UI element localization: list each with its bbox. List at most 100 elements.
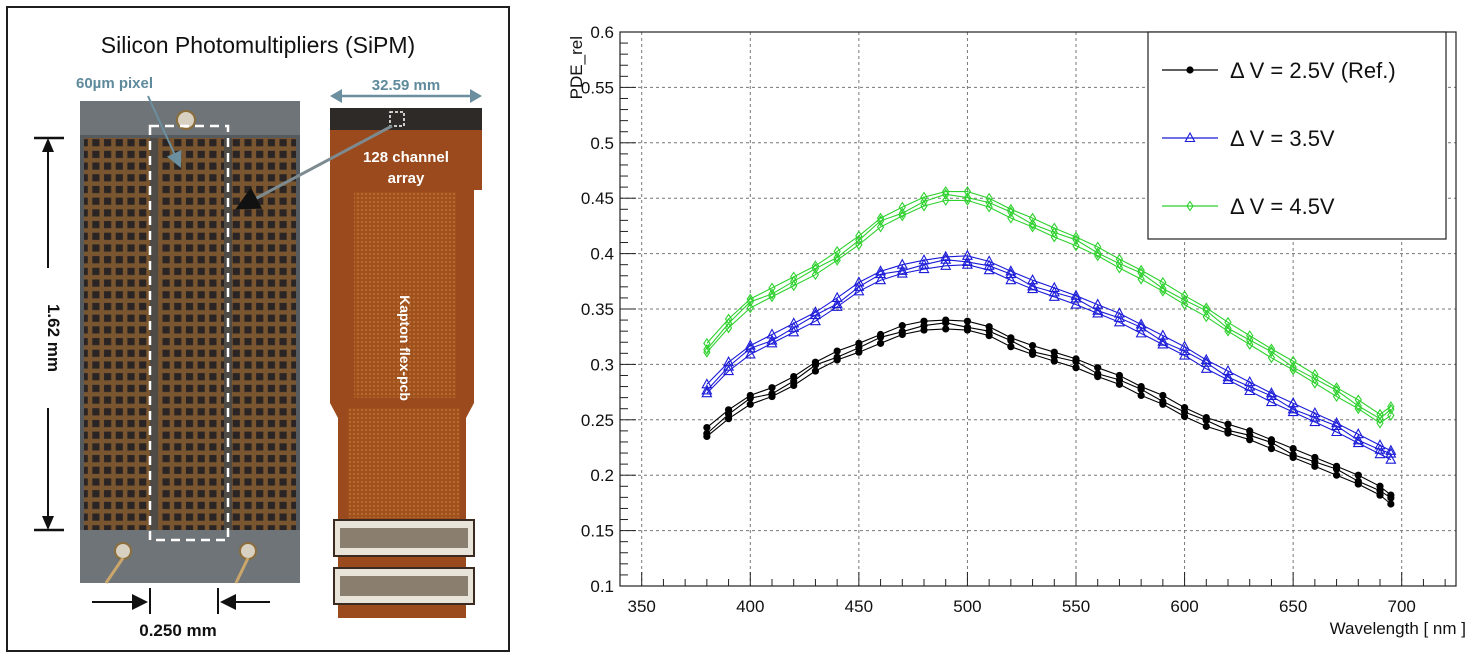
data-point bbox=[855, 234, 863, 246]
legend-swatch-marker bbox=[1184, 131, 1196, 143]
data-point bbox=[723, 356, 735, 367]
x-tick-label: 700 bbox=[1388, 597, 1416, 616]
data-point bbox=[1376, 482, 1384, 490]
data-point bbox=[985, 201, 993, 213]
data-point bbox=[831, 297, 843, 309]
data-point bbox=[876, 221, 885, 233]
data-point bbox=[963, 186, 972, 198]
data-point bbox=[920, 317, 928, 325]
data-point bbox=[1070, 292, 1082, 303]
data-point bbox=[1027, 280, 1039, 291]
data-point bbox=[1027, 282, 1039, 294]
data-point bbox=[855, 239, 863, 251]
data-point bbox=[1092, 298, 1104, 309]
data-point bbox=[1354, 394, 1362, 406]
data-point bbox=[1352, 436, 1364, 448]
data-point bbox=[788, 317, 800, 328]
data-point bbox=[768, 390, 776, 398]
data-point bbox=[1246, 427, 1254, 435]
data-point bbox=[942, 186, 950, 198]
data-point bbox=[1180, 290, 1189, 302]
legend-swatch-marker bbox=[1186, 200, 1194, 212]
data-point bbox=[1028, 341, 1037, 350]
sipm-photo-panel: Silicon Photomultipliers (SiPM) bbox=[6, 6, 510, 652]
data-point bbox=[942, 325, 950, 333]
data-point bbox=[961, 249, 973, 260]
data-point bbox=[1159, 283, 1167, 294]
data-point bbox=[809, 306, 821, 317]
series-line bbox=[706, 255, 1392, 452]
data-point bbox=[1005, 265, 1017, 276]
chart-axes: 350 400 450 500 550 600 650 700 0.1 0.15 0.2 0.25 0.… bbox=[581, 23, 1446, 616]
data-point bbox=[1179, 340, 1191, 351]
data-point bbox=[703, 430, 711, 438]
data-point bbox=[790, 280, 798, 292]
data-point bbox=[1287, 403, 1299, 414]
data-point bbox=[768, 288, 776, 300]
data-point bbox=[1135, 321, 1147, 332]
pixel-label: 60µm pixel bbox=[76, 75, 153, 92]
sipm-chip-image bbox=[80, 101, 300, 584]
pitch-label: 0.250 mm bbox=[139, 621, 217, 640]
data-point bbox=[1376, 408, 1384, 420]
data-point bbox=[766, 334, 778, 345]
data-point bbox=[1094, 241, 1102, 253]
data-point bbox=[809, 315, 821, 326]
data-point bbox=[833, 347, 841, 355]
data-point bbox=[896, 267, 908, 278]
data-point bbox=[701, 387, 713, 398]
data-point bbox=[1331, 416, 1343, 428]
data-point bbox=[1007, 203, 1015, 215]
data-point bbox=[1028, 348, 1037, 356]
data-point bbox=[1137, 273, 1145, 285]
data-point bbox=[1028, 212, 1037, 224]
data-point bbox=[833, 245, 841, 257]
data-point bbox=[1267, 445, 1276, 453]
data-point bbox=[811, 367, 820, 375]
legend-swatch-marker bbox=[1186, 66, 1194, 74]
data-point bbox=[1387, 409, 1395, 421]
data-point bbox=[768, 282, 776, 294]
x-axis-label: Wavelength [ nm ] bbox=[1330, 619, 1466, 638]
data-point bbox=[1354, 477, 1362, 485]
data-point bbox=[766, 337, 778, 348]
data-point bbox=[898, 328, 906, 336]
y-tick-label: 0.6 bbox=[590, 23, 614, 42]
data-point bbox=[1070, 298, 1082, 309]
data-point bbox=[1267, 436, 1276, 444]
data-point bbox=[746, 293, 754, 305]
data-point bbox=[918, 254, 930, 265]
x-tick-label: 550 bbox=[1062, 597, 1090, 616]
data-point bbox=[920, 196, 928, 208]
data-point bbox=[1289, 355, 1297, 367]
x-tick-label: 400 bbox=[736, 597, 764, 616]
y-tick-label: 0.45 bbox=[581, 189, 614, 208]
data-point bbox=[1050, 348, 1058, 356]
data-point bbox=[1246, 334, 1254, 346]
data-point bbox=[1050, 231, 1058, 243]
data-point bbox=[1028, 218, 1037, 230]
data-point bbox=[1309, 406, 1321, 418]
data-point bbox=[1246, 330, 1254, 342]
data-point bbox=[809, 308, 821, 320]
data-point bbox=[1094, 370, 1102, 378]
data-point bbox=[1159, 276, 1167, 288]
data-point bbox=[1222, 364, 1234, 376]
data-point bbox=[1267, 352, 1276, 364]
data-point bbox=[940, 259, 952, 270]
data-point bbox=[961, 255, 973, 266]
x-tick-label: 450 bbox=[845, 597, 873, 616]
data-point bbox=[1265, 389, 1277, 401]
y-tick-label: 0.55 bbox=[581, 78, 614, 97]
data-point bbox=[746, 391, 754, 400]
data-point bbox=[1354, 471, 1362, 479]
data-point bbox=[1048, 281, 1060, 292]
x-tick-label: 600 bbox=[1170, 597, 1198, 616]
data-point bbox=[1224, 420, 1232, 428]
data-point bbox=[701, 384, 713, 395]
data-point bbox=[1265, 395, 1277, 407]
y-tick-label: 0.2 bbox=[590, 466, 614, 485]
data-point bbox=[724, 313, 733, 325]
data-point bbox=[1050, 227, 1058, 239]
series-line bbox=[706, 191, 1392, 415]
